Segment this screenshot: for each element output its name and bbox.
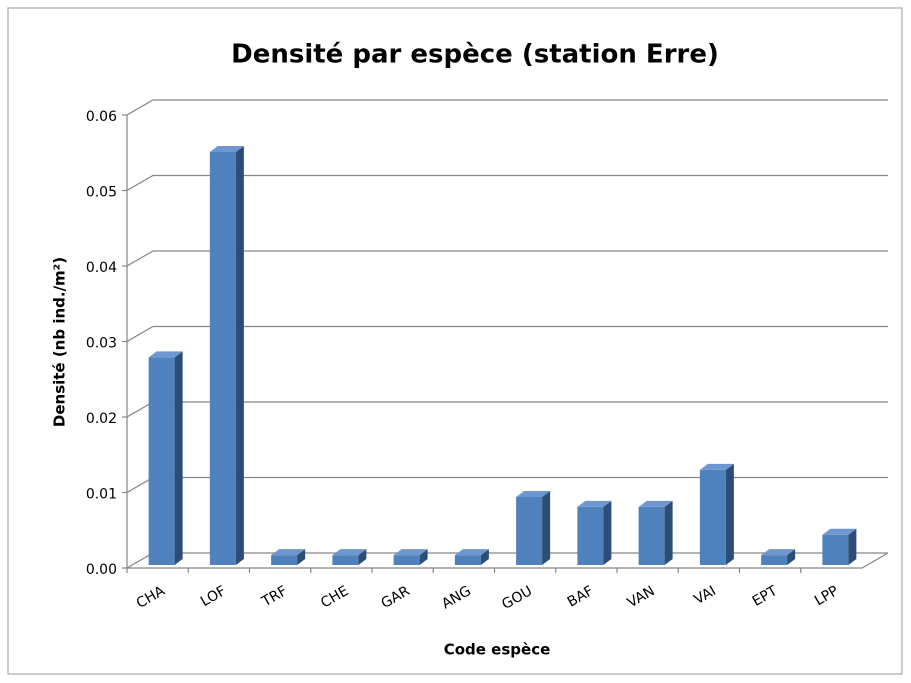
bar-face bbox=[664, 500, 673, 565]
bar-face bbox=[148, 357, 175, 565]
bar-face bbox=[332, 555, 359, 565]
bar bbox=[516, 491, 551, 565]
bar-face bbox=[638, 500, 673, 507]
bar bbox=[761, 549, 796, 565]
y-axis-label: Densité (nb ind./m²) bbox=[51, 257, 69, 427]
bar bbox=[148, 351, 183, 565]
bar-face bbox=[516, 491, 551, 498]
bar-face bbox=[699, 463, 734, 470]
y-tick-label: 0.04 bbox=[86, 260, 117, 276]
y-tick-label: 0.06 bbox=[86, 109, 117, 125]
bar-face bbox=[577, 500, 612, 507]
bar-face bbox=[638, 506, 665, 565]
bar-face bbox=[271, 555, 298, 565]
bar-face bbox=[822, 534, 849, 565]
bar bbox=[822, 528, 857, 565]
bar-face bbox=[516, 497, 543, 565]
bar bbox=[577, 500, 612, 565]
bar-face bbox=[787, 549, 796, 565]
x-axis-label: Code espèce bbox=[444, 641, 551, 659]
bar bbox=[638, 500, 673, 565]
bar-face bbox=[454, 549, 489, 556]
grid-line bbox=[126, 325, 888, 343]
grid-line bbox=[126, 99, 888, 116]
chart-title: Densité par espèce (station Erre) bbox=[231, 40, 719, 70]
bar-face bbox=[454, 555, 481, 565]
bar-face bbox=[822, 528, 857, 535]
bar bbox=[271, 549, 306, 565]
bar-face bbox=[848, 528, 857, 565]
bar-face bbox=[297, 549, 306, 565]
bar bbox=[699, 463, 734, 565]
chart-border bbox=[7, 7, 903, 675]
y-tick-label: 0.02 bbox=[86, 411, 117, 427]
bar-face bbox=[577, 506, 604, 565]
bar-face bbox=[209, 152, 236, 565]
bar-face bbox=[271, 549, 306, 556]
y-tick-label: 0.05 bbox=[86, 185, 117, 201]
bar-face bbox=[419, 549, 428, 565]
bar-face bbox=[725, 463, 734, 565]
bar-face bbox=[174, 351, 183, 565]
bar-face bbox=[235, 146, 244, 565]
bar-face bbox=[332, 549, 367, 556]
bar-face bbox=[148, 351, 183, 358]
y-tick-label: 0.03 bbox=[86, 336, 117, 352]
bar bbox=[209, 146, 244, 565]
bar-face bbox=[358, 549, 367, 565]
bar-face bbox=[699, 469, 726, 565]
bar-face bbox=[761, 555, 788, 565]
bar-face bbox=[393, 549, 428, 556]
y-tick-label: 0.01 bbox=[86, 487, 117, 503]
bar-face bbox=[393, 555, 420, 565]
bar-face bbox=[480, 549, 489, 565]
bar bbox=[393, 549, 428, 565]
y-tick-label: 0.00 bbox=[86, 562, 117, 578]
bar-face bbox=[542, 491, 551, 565]
bar bbox=[332, 549, 367, 565]
bar-face bbox=[603, 500, 612, 565]
bar bbox=[454, 549, 489, 565]
bar-face bbox=[209, 146, 244, 153]
grid-line bbox=[126, 250, 888, 267]
grid-line bbox=[126, 174, 888, 192]
bar-face bbox=[761, 549, 796, 556]
